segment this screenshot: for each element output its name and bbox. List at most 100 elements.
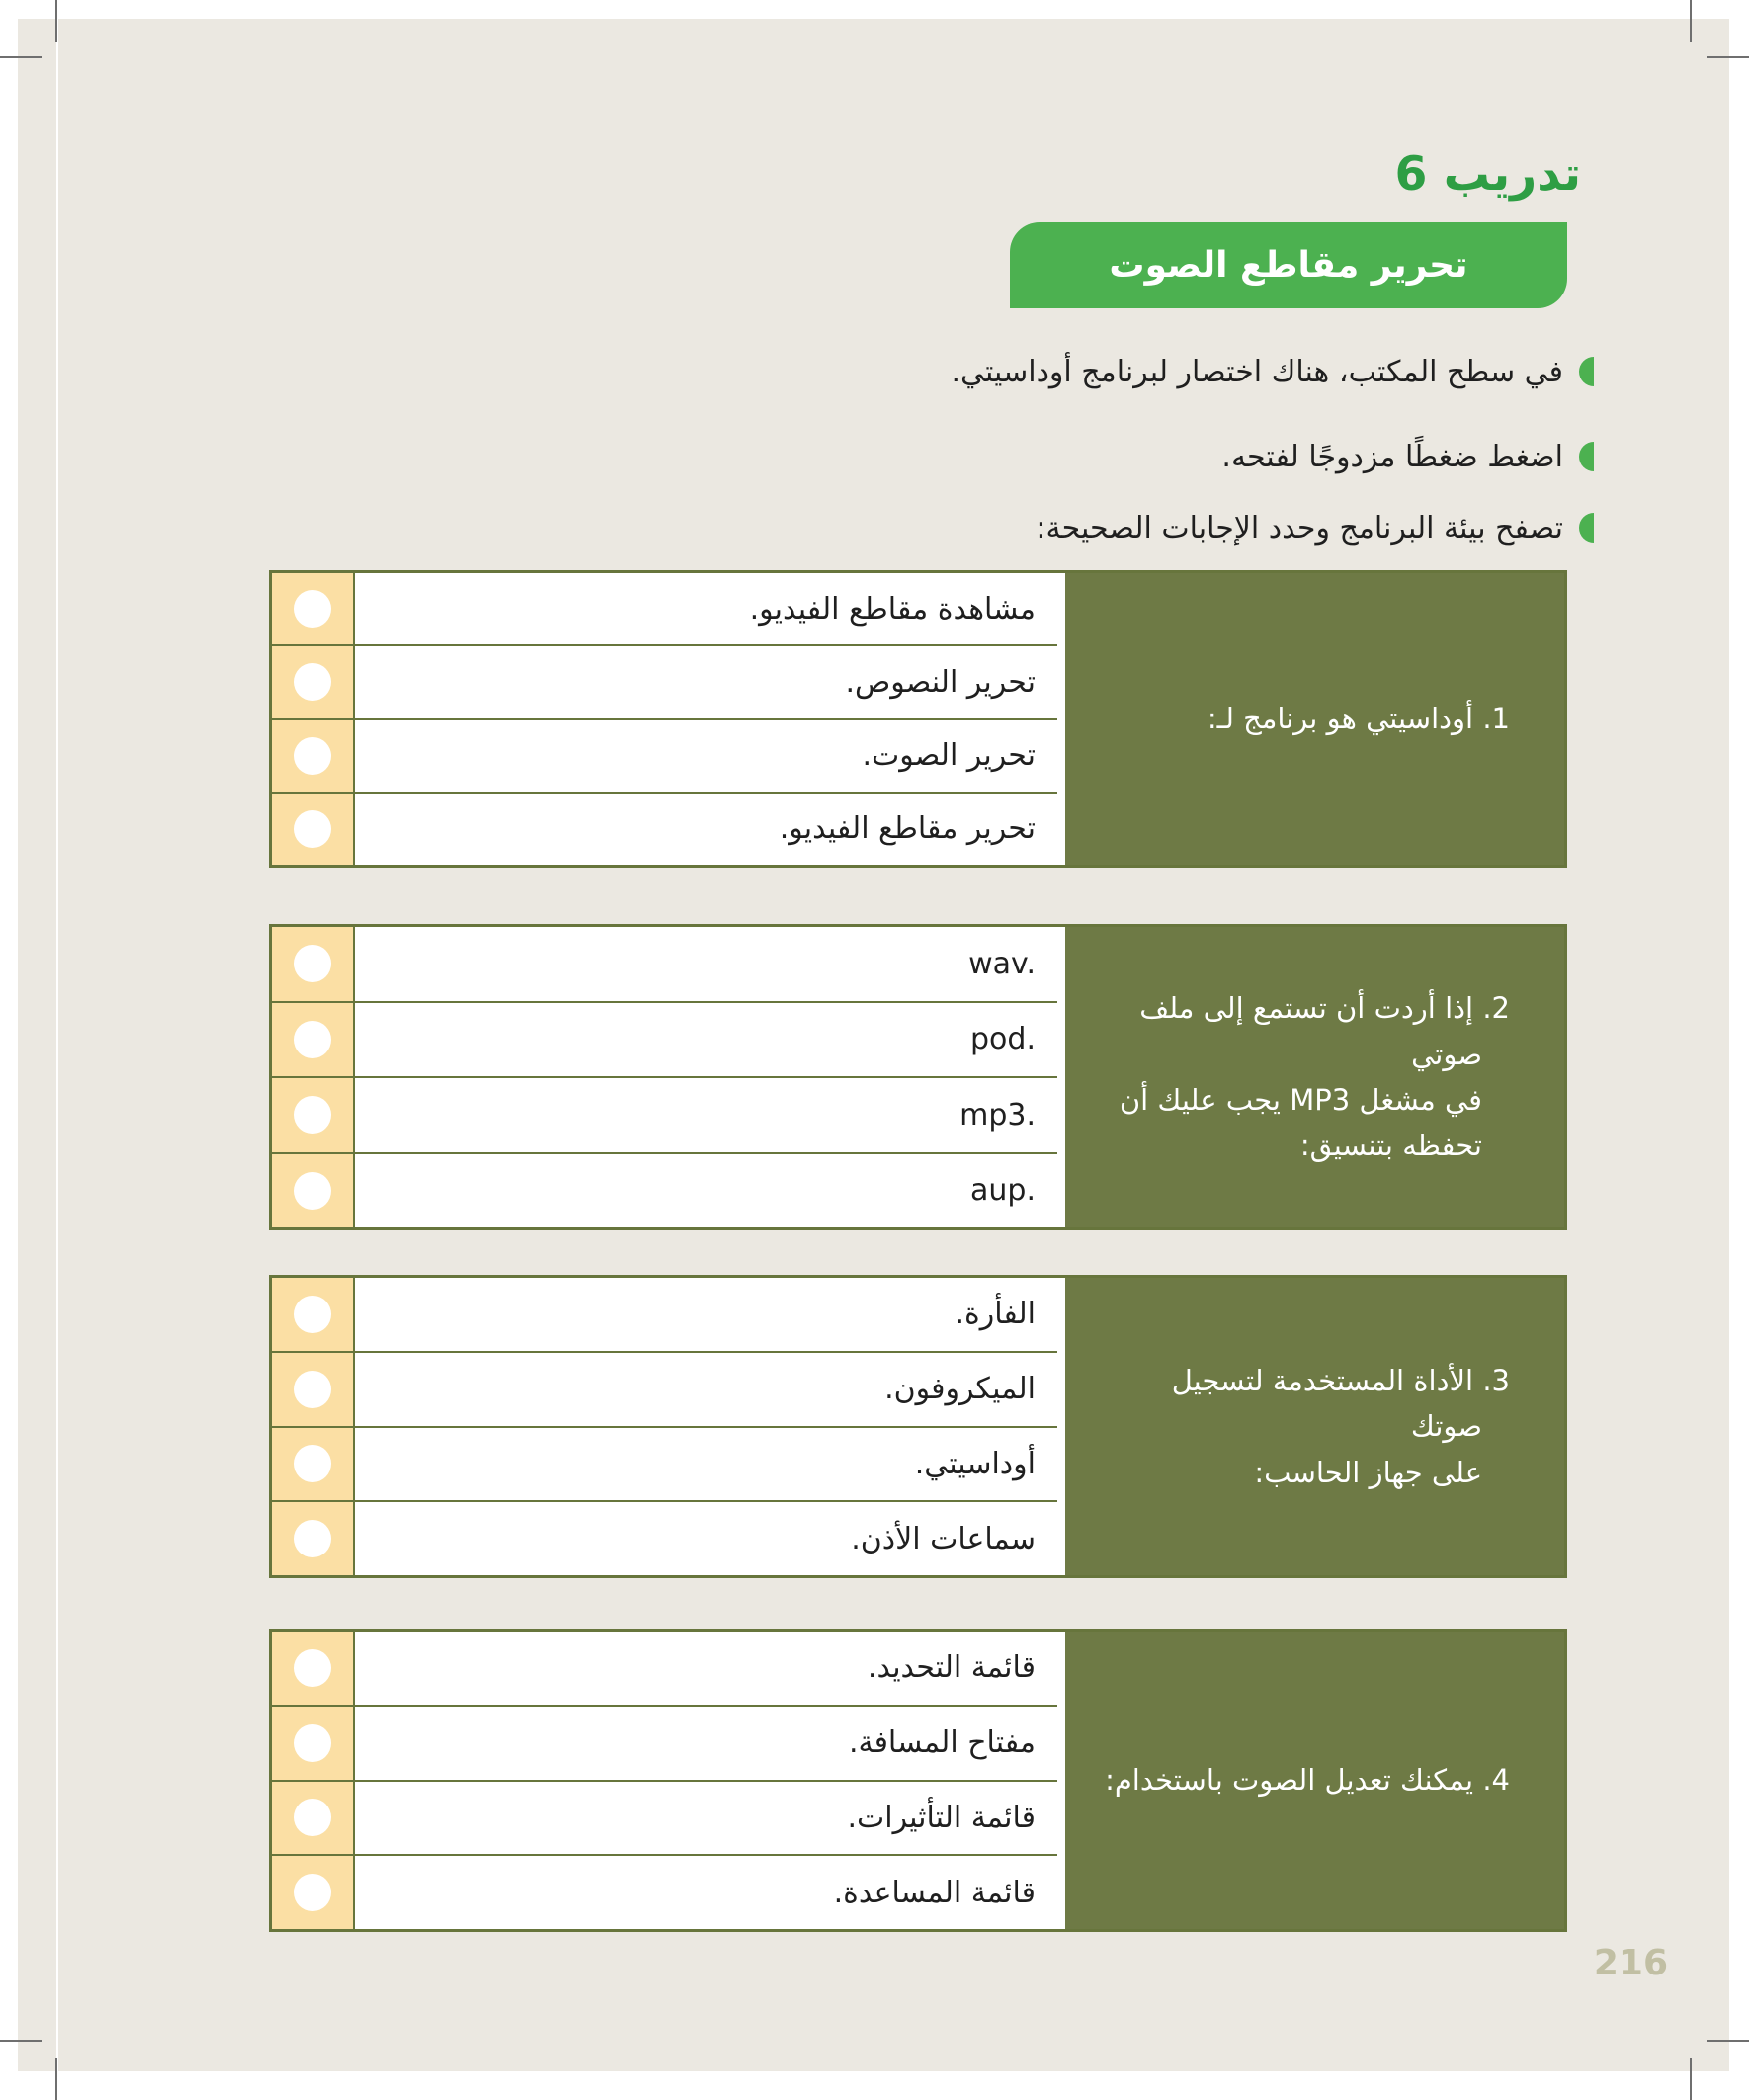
- answer-cell[interactable]: مفتاح المسافة.: [355, 1706, 1057, 1780]
- answer-checkbox-cell[interactable]: [272, 1078, 355, 1152]
- answer-row[interactable]: wav.: [272, 927, 1057, 1003]
- answer-cell[interactable]: الفأرة.: [355, 1278, 1057, 1351]
- answer-checkbox-cell[interactable]: [272, 1781, 355, 1855]
- answer-row[interactable]: aup.: [272, 1153, 1057, 1227]
- page-gutter-line: [56, 19, 58, 2071]
- answer-cell[interactable]: أوداسيتي.: [355, 1427, 1057, 1501]
- instruction-item: اضغط ضغطًا مزدوجًا لفتحه.: [1221, 434, 1594, 479]
- bullet-semicircle-icon: [1579, 357, 1594, 386]
- question-text: 3. الأداة المستخدمة لتسجيل صوتك على جهاز…: [1171, 1363, 1510, 1489]
- answer-text: الفأرة.: [955, 1297, 1036, 1332]
- answer-cell[interactable]: aup.: [355, 1153, 1057, 1227]
- answer-row[interactable]: الميكروفون.: [272, 1352, 1057, 1428]
- answer-row[interactable]: الفأرة.: [272, 1278, 1057, 1353]
- question-cell: 1. أوداسيتي هو برنامج لـ:: [1065, 573, 1564, 865]
- instruction-text: تصفح بيئة البرنامج وحدد الإجابات الصحيحة…: [1036, 510, 1563, 546]
- answer-row[interactable]: قائمة المساعدة.: [272, 1856, 1057, 1929]
- crop-mark-top-left-v: [55, 0, 57, 42]
- answer-row[interactable]: mp3.: [272, 1078, 1057, 1154]
- answer-cell[interactable]: مشاهدة مقاطع الفيديو.: [355, 573, 1057, 645]
- instruction-text: في سطح المكتب، هناك اختصار لبرنامج أوداس…: [951, 354, 1563, 389]
- bullet-semicircle-icon: [1579, 513, 1594, 543]
- textbook-page: تدريب 6 تحرير مقاطع الصوت في سطح المكتب،…: [18, 19, 1729, 2071]
- answer-cell[interactable]: تحرير النصوص.: [355, 646, 1057, 718]
- answer-row[interactable]: سماعات الأذن.: [272, 1502, 1057, 1575]
- answer-checkbox-cell[interactable]: [272, 719, 355, 792]
- answer-checkbox-cell[interactable]: [272, 1706, 355, 1780]
- radio-circle-icon[interactable]: [293, 1874, 331, 1912]
- radio-circle-icon[interactable]: [293, 1648, 331, 1687]
- answer-cell[interactable]: الميكروفون.: [355, 1352, 1057, 1426]
- lesson-banner: تحرير مقاطع الصوت: [1010, 222, 1567, 308]
- answer-cell[interactable]: قائمة التحديد.: [355, 1632, 1057, 1705]
- radio-circle-icon[interactable]: [293, 1370, 331, 1408]
- answer-cell[interactable]: mp3.: [355, 1078, 1057, 1152]
- answer-checkbox-cell[interactable]: [272, 1427, 355, 1501]
- answer-text: تحرير مقاطع الفيديو.: [779, 811, 1036, 847]
- exercise-title: تدريب 6: [1394, 147, 1581, 202]
- radio-circle-icon[interactable]: [293, 1171, 331, 1210]
- answer-row[interactable]: قائمة التأثيرات.: [272, 1781, 1057, 1857]
- answer-checkbox-cell[interactable]: [272, 646, 355, 718]
- radio-circle-icon[interactable]: [293, 1445, 331, 1483]
- crop-mark-top-left-h: [0, 56, 42, 58]
- table-gap: [1057, 1278, 1065, 1575]
- answer-text: مفتاح المسافة.: [848, 1725, 1036, 1761]
- radio-circle-icon[interactable]: [293, 1723, 331, 1762]
- answer-row[interactable]: قائمة التحديد.: [272, 1632, 1057, 1707]
- radio-circle-icon[interactable]: [293, 736, 331, 775]
- radio-circle-icon[interactable]: [293, 1020, 331, 1058]
- answer-row[interactable]: تحرير النصوص.: [272, 646, 1057, 720]
- question-table-3: الفأرة. الميكروفون. أوداسيتي. سماعات الأ…: [269, 1275, 1567, 1578]
- answer-row[interactable]: pod.: [272, 1002, 1057, 1078]
- answer-cell[interactable]: تحرير مقاطع الفيديو.: [355, 793, 1057, 865]
- answer-row[interactable]: تحرير الصوت.: [272, 719, 1057, 794]
- answer-row[interactable]: أوداسيتي.: [272, 1427, 1057, 1503]
- answer-checkbox-cell[interactable]: [272, 1856, 355, 1929]
- crop-mark-bottom-left-v: [55, 2058, 57, 2100]
- answer-cell[interactable]: قائمة التأثيرات.: [355, 1781, 1057, 1855]
- answers-zone: wav. pod. mp3. aup.: [272, 927, 1057, 1227]
- answer-checkbox-cell[interactable]: [272, 793, 355, 865]
- lesson-banner-title: تحرير مقاطع الصوت: [1109, 245, 1468, 286]
- radio-circle-icon[interactable]: [293, 945, 331, 983]
- answer-cell[interactable]: قائمة المساعدة.: [355, 1856, 1057, 1929]
- answer-text: مشاهدة مقاطع الفيديو.: [749, 591, 1036, 627]
- radio-circle-icon[interactable]: [293, 1799, 331, 1837]
- answer-row[interactable]: مشاهدة مقاطع الفيديو.: [272, 573, 1057, 647]
- question-text: 2. إذا أردت أن تستمع إلى ملف صوتي في مشغ…: [1119, 991, 1510, 1163]
- answers-zone: مشاهدة مقاطع الفيديو. تحرير النصوص. تحري…: [272, 573, 1057, 865]
- answer-checkbox-cell[interactable]: [272, 1502, 355, 1575]
- answer-checkbox-cell[interactable]: [272, 1002, 355, 1076]
- answer-cell[interactable]: سماعات الأذن.: [355, 1502, 1057, 1575]
- answer-text: تحرير الصوت.: [862, 738, 1036, 774]
- answer-text: pod.: [970, 1022, 1036, 1057]
- answer-checkbox-cell[interactable]: [272, 1153, 355, 1227]
- question-cell: 4. يمكنك تعديل الصوت باستخدام:: [1065, 1632, 1564, 1929]
- answer-text: wav.: [968, 946, 1036, 981]
- page-number: 216: [1593, 1943, 1668, 1983]
- radio-circle-icon[interactable]: [293, 590, 331, 629]
- answer-checkbox-cell[interactable]: [272, 927, 355, 1001]
- table-gap: [1057, 927, 1065, 1227]
- answer-checkbox-cell[interactable]: [272, 573, 355, 645]
- answer-row[interactable]: مفتاح المسافة.: [272, 1706, 1057, 1782]
- radio-circle-icon[interactable]: [293, 663, 331, 702]
- answer-cell[interactable]: تحرير الصوت.: [355, 719, 1057, 792]
- answer-cell[interactable]: wav.: [355, 927, 1057, 1001]
- answer-checkbox-cell[interactable]: [272, 1278, 355, 1351]
- radio-circle-icon[interactable]: [293, 1520, 331, 1558]
- crop-mark-top-right-h: [1707, 56, 1749, 58]
- answer-checkbox-cell[interactable]: [272, 1632, 355, 1705]
- answer-text: قائمة التحديد.: [867, 1650, 1036, 1686]
- crop-mark-top-right-v: [1690, 0, 1692, 42]
- crop-mark-bottom-right-v: [1690, 2058, 1692, 2100]
- radio-circle-icon[interactable]: [293, 809, 331, 848]
- answer-row[interactable]: تحرير مقاطع الفيديو.: [272, 793, 1057, 865]
- radio-circle-icon[interactable]: [293, 1295, 331, 1333]
- radio-circle-icon[interactable]: [293, 1096, 331, 1134]
- answer-cell[interactable]: pod.: [355, 1002, 1057, 1076]
- answer-text: aup.: [970, 1173, 1036, 1209]
- answer-checkbox-cell[interactable]: [272, 1352, 355, 1426]
- answer-text: تحرير النصوص.: [845, 664, 1036, 700]
